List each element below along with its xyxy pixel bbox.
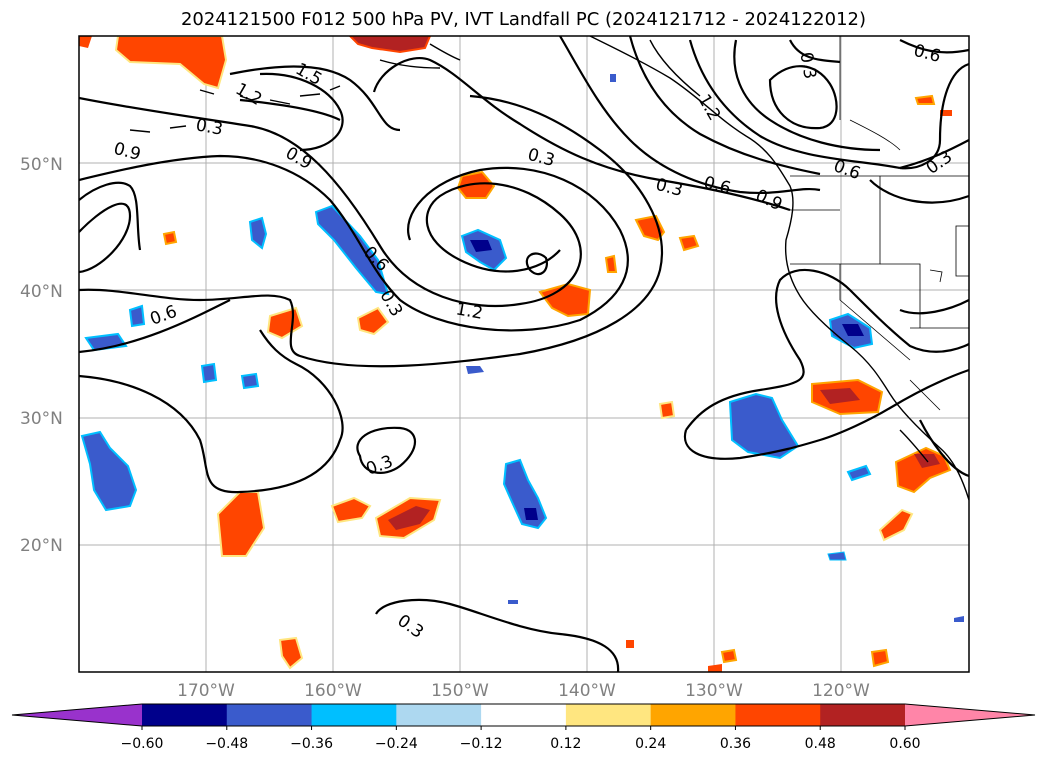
lon-label-130w: 130°W (685, 681, 743, 701)
map-frame (78, 35, 970, 673)
longitude-labels: 170°W 160°W 150°W 140°W 130°W 120°W (177, 681, 870, 701)
lon-label-160w: 160°W (304, 681, 362, 701)
contour-label: 1.2 (454, 299, 484, 323)
coastlines (129, 36, 969, 501)
negative-patch (200, 362, 218, 384)
colorbar-segment (565, 704, 652, 726)
positive-patch (162, 230, 178, 246)
positive-patch (626, 640, 634, 648)
positive-patch (348, 36, 432, 54)
positive-patch (356, 306, 390, 336)
lat-label-20: 20°N (20, 536, 63, 556)
plot-title: 2024121500 F012 500 hPa PV, IVT Landfall… (180, 9, 867, 30)
borders (790, 36, 969, 411)
negative-patch (954, 616, 964, 622)
lon-label-150w: 150°W (431, 681, 489, 701)
negative-patch-core (470, 240, 492, 252)
colorbar-tick-label: 0.36 (720, 736, 751, 752)
colorbar-tick-label: 0.48 (805, 736, 836, 752)
positive-patch (914, 94, 936, 105)
colorbar-segment (226, 704, 313, 726)
negative-patch (240, 372, 260, 390)
colorbar-tick-label: −0.36 (290, 736, 333, 752)
colorbar-tick-label: −0.24 (375, 736, 418, 752)
negative-patch (128, 304, 146, 328)
lat-label-30: 30°N (20, 409, 63, 429)
negative-patch (508, 600, 518, 604)
colorbar-tick-label: 0.12 (550, 736, 581, 752)
colorbar-tick-label: −0.60 (121, 736, 164, 752)
positive-patch (708, 664, 722, 672)
colorbar-segment (820, 704, 906, 726)
lat-label-50: 50°N (20, 155, 63, 175)
positive-patch (604, 254, 618, 273)
positive-patch (658, 400, 676, 420)
colorbar-segment (650, 704, 736, 726)
colorbar-segment (311, 704, 397, 726)
negative-patch (466, 366, 484, 374)
negative-patch (827, 551, 847, 561)
pv-contours (79, 36, 969, 672)
colorbar-tick-label: −0.48 (205, 736, 248, 752)
colorbar-segment (396, 704, 482, 726)
positive-patch-core (388, 506, 430, 530)
ivt-shading (79, 36, 964, 672)
contour-label: 0.3 (795, 51, 819, 81)
positive-patch (720, 648, 738, 664)
lon-label-140w: 140°W (558, 681, 616, 701)
positive-patch (114, 36, 228, 90)
lon-label-170w: 170°W (177, 681, 235, 701)
negative-patch (80, 430, 138, 512)
colorbar-tick-label: −0.12 (460, 736, 503, 752)
latitude-labels: 50°N 40°N 30°N 20°N (20, 155, 63, 556)
colorbar-segment (142, 704, 228, 726)
negative-patch-core (524, 508, 538, 520)
colorbar-extend-high (905, 704, 1035, 726)
colorbar-tick-label: 0.60 (889, 736, 920, 752)
positive-patch (278, 636, 304, 670)
negative-patch (610, 74, 616, 82)
positive-patch (870, 648, 890, 668)
positive-patch (330, 496, 372, 524)
positive-patch-core (820, 388, 860, 404)
positive-patch (678, 234, 700, 252)
negative-patch (248, 216, 268, 250)
colorbar-extend-low (12, 704, 142, 726)
colorbar-segment (481, 704, 567, 726)
negative-patch (846, 464, 872, 482)
positive-patch (878, 508, 914, 542)
negative-patch-core (842, 324, 864, 336)
contour-label: 0.3 (194, 115, 224, 139)
positive-patch (79, 36, 92, 48)
lat-label-40: 40°N (20, 282, 63, 302)
lon-label-120w: 120°W (812, 681, 870, 701)
colorbar-tick-label: 0.24 (635, 736, 666, 752)
colorbar: −0.60 −0.48 −0.36 −0.24 −0.12 0.12 0.24 0.36 0.4… (11, 703, 1036, 752)
colorbar-segment (735, 704, 821, 726)
